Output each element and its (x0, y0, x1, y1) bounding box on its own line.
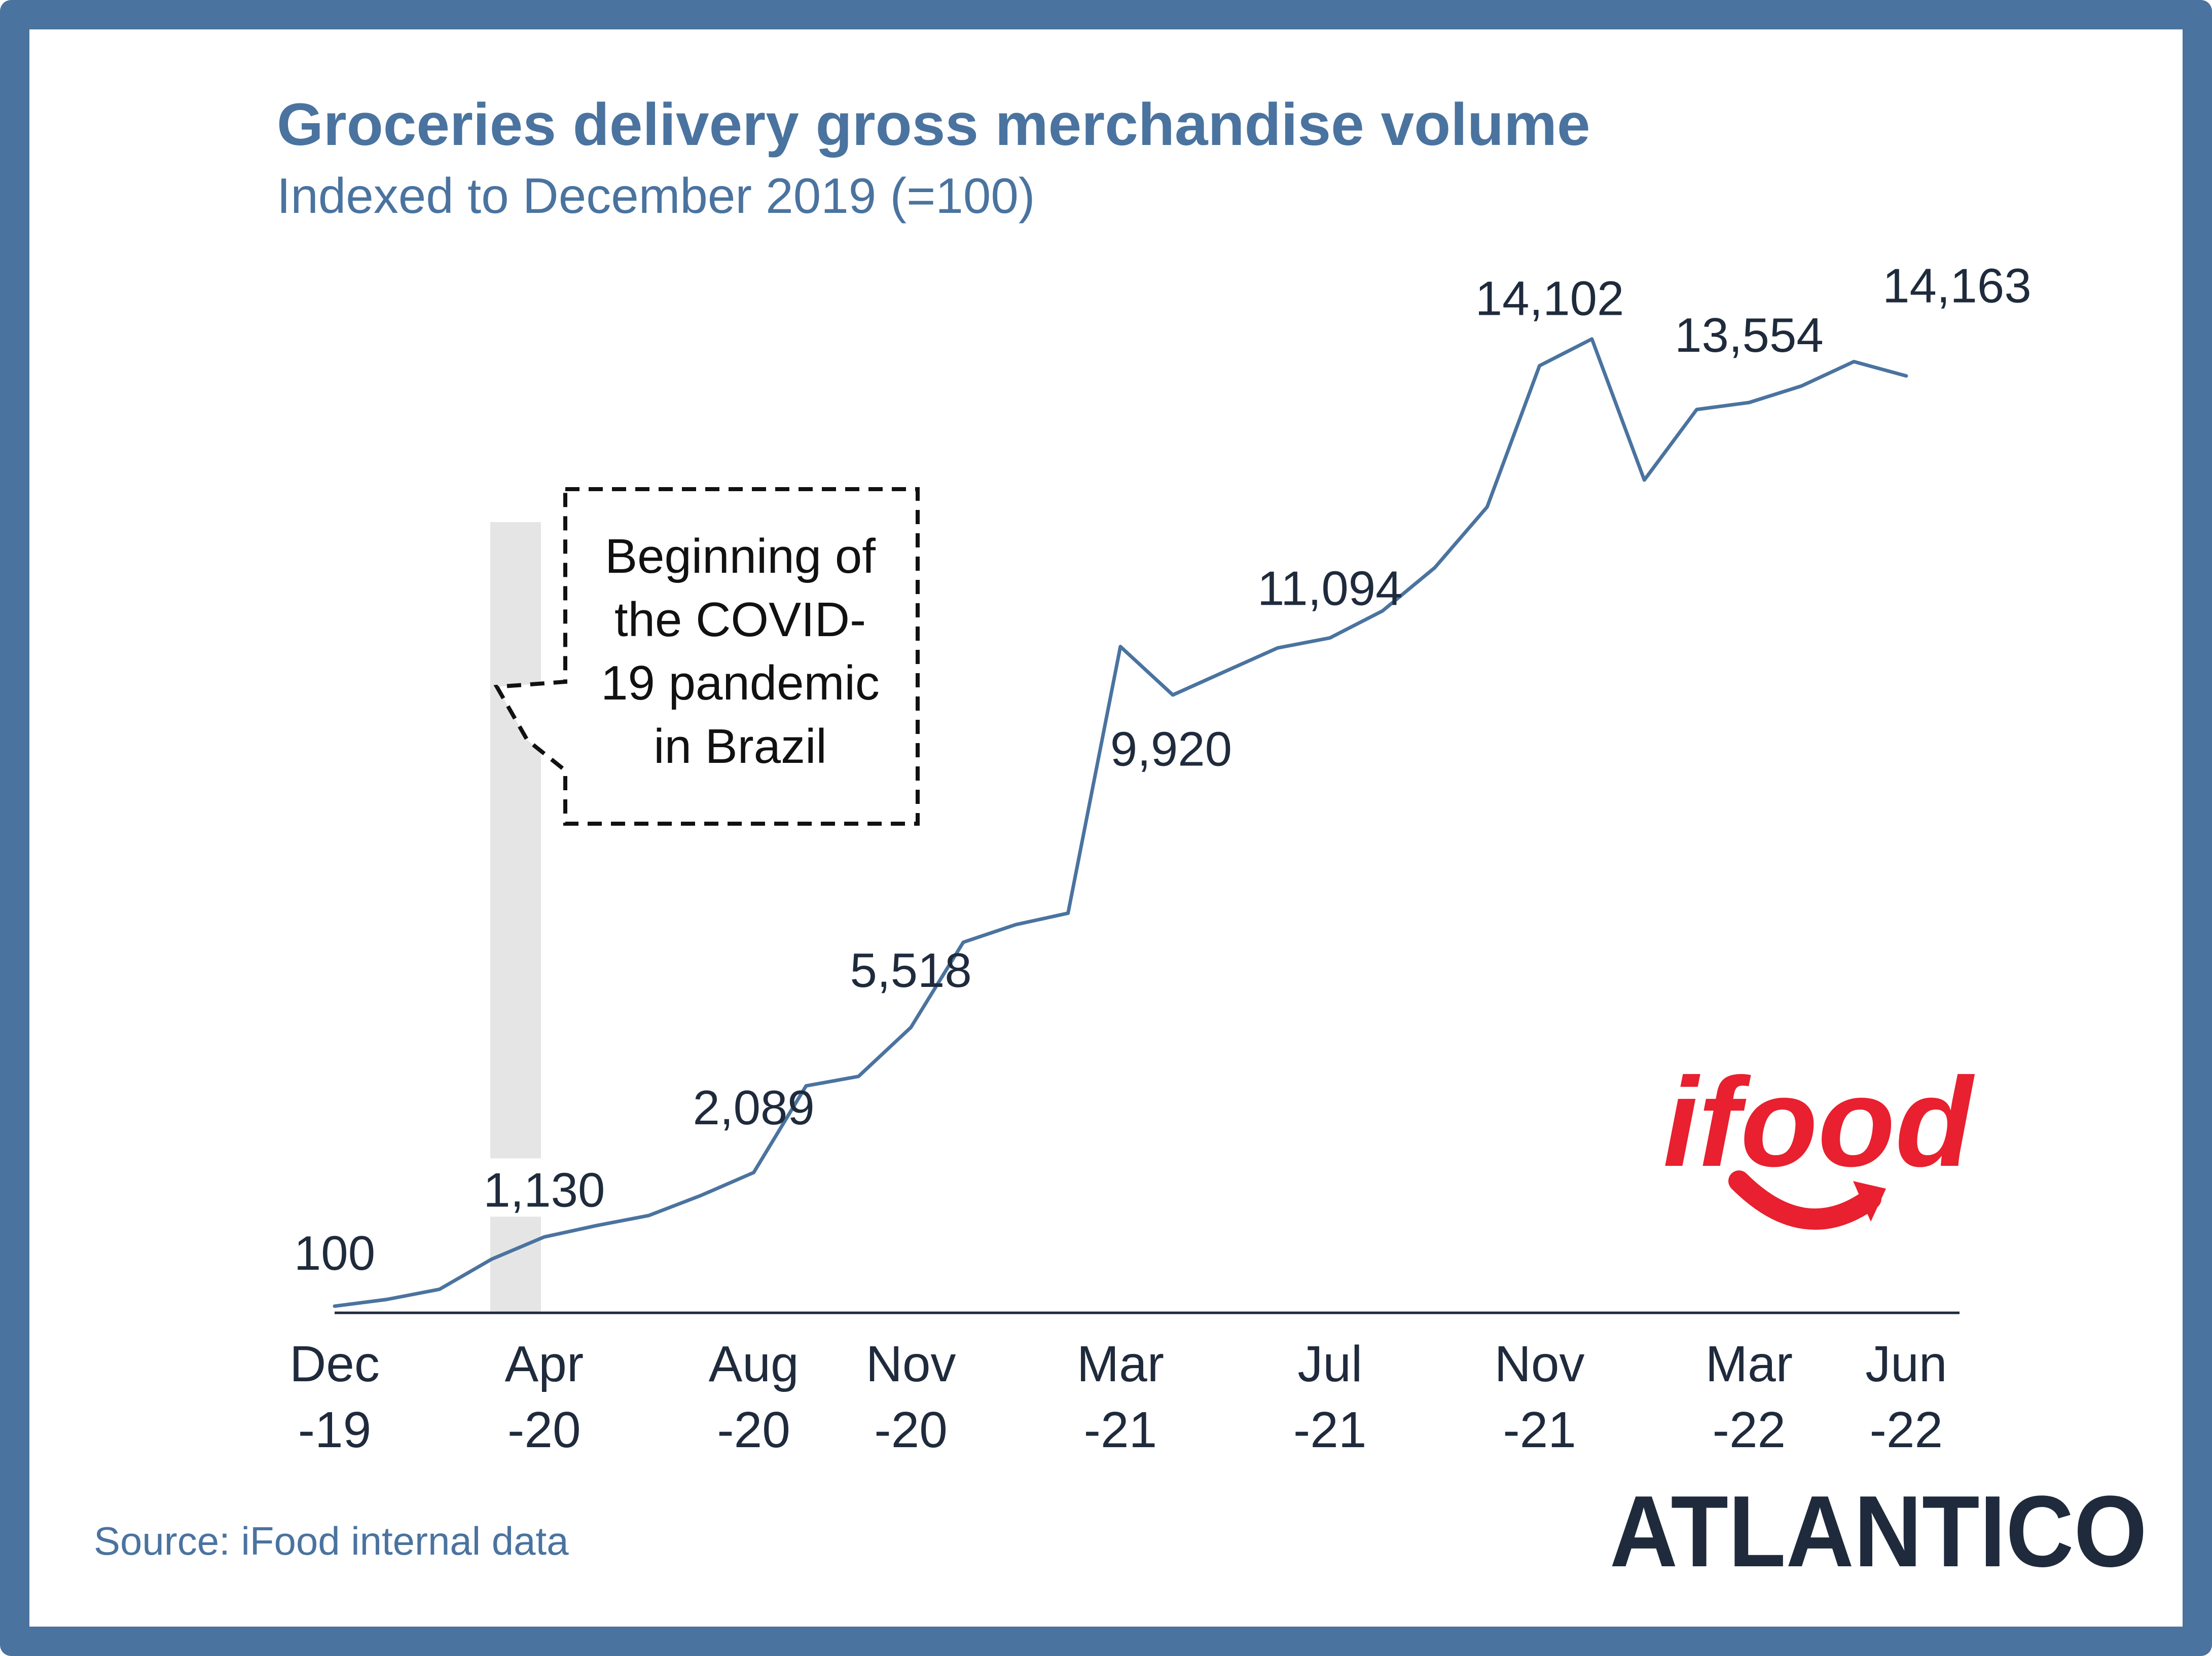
x-tick-label: -20 (717, 1402, 790, 1458)
data-label: 100 (294, 1226, 375, 1280)
data-point (1432, 565, 1438, 571)
data-point (1798, 383, 1804, 389)
x-tick-label: Apr (505, 1336, 584, 1392)
data-label: 14,102 (1475, 271, 1624, 325)
x-tick-label: -20 (507, 1402, 581, 1458)
atlantico-logo: ATLANTICO (1610, 1475, 2147, 1588)
data-point (1537, 362, 1543, 369)
data-point (594, 1223, 600, 1229)
data-point (1589, 336, 1595, 342)
x-tick-label: -19 (298, 1402, 372, 1458)
gmv-series-line (333, 337, 1908, 1308)
x-tick-label: -22 (1713, 1402, 1786, 1458)
data-point (384, 1297, 390, 1303)
data-point (1903, 373, 1909, 379)
x-tick-label: Dec (289, 1336, 380, 1392)
data-label: 13,554 (1675, 308, 1824, 362)
x-tick-label: Mar (1077, 1336, 1164, 1392)
data-point (1222, 669, 1228, 675)
chart-subtitle: Indexed to December 2019 (=100) (277, 168, 1035, 224)
data-point (751, 1169, 757, 1175)
data-point (1170, 692, 1176, 698)
x-tick-label: -21 (1293, 1402, 1367, 1458)
data-point (1746, 399, 1752, 406)
x-tick-label: Aug (709, 1336, 799, 1392)
x-tick-label: Jun (1865, 1336, 1947, 1392)
annotation-callout-box (493, 487, 920, 826)
data-label: 5,518 (850, 943, 972, 998)
data-point (908, 1024, 914, 1031)
data-point (1484, 504, 1490, 510)
x-tick-label: Nov (866, 1336, 956, 1392)
data-point (1117, 644, 1123, 650)
annotation-text-line: the COVID- (614, 593, 866, 647)
annotation-text-line: in Brazil (654, 719, 826, 774)
ifood-arrowhead-icon (1853, 1181, 1886, 1222)
ifood-logo: ifood (1663, 1051, 1975, 1230)
data-point (541, 1234, 547, 1240)
source-note: Source: iFood internal data (94, 1519, 569, 1563)
data-label: 2,089 (693, 1081, 815, 1135)
data-point (646, 1212, 652, 1219)
data-point (1851, 358, 1857, 364)
data-point (1641, 477, 1647, 483)
data-point (1694, 407, 1700, 413)
data-label: 11,094 (1257, 561, 1403, 615)
x-tick-label: -21 (1503, 1402, 1576, 1458)
data-point (855, 1074, 861, 1080)
ifood-logo-text: ifood (1663, 1051, 1975, 1193)
data-point (698, 1192, 704, 1198)
data-point (437, 1286, 443, 1293)
data-point (1012, 922, 1019, 928)
x-tick-label: -21 (1084, 1402, 1157, 1458)
data-label: 1,130 (483, 1163, 605, 1217)
data-label: 9,920 (1110, 722, 1232, 777)
x-tick-label: -20 (874, 1402, 948, 1458)
annotation-text-line: Beginning of (605, 529, 876, 583)
data-label-bg (470, 1158, 618, 1217)
data-point (489, 1256, 495, 1262)
data-label: 14,163 (1882, 259, 2032, 313)
data-point (1275, 645, 1281, 651)
data-point (1327, 635, 1333, 641)
x-tick-label: Mar (1706, 1336, 1793, 1392)
ifood-smile-arrow-icon (1728, 1170, 1881, 1230)
x-tick-label: -22 (1870, 1402, 1943, 1458)
data-point (332, 1303, 338, 1309)
annotation-text-line: 19 pandemic (601, 656, 880, 710)
data-point (1065, 910, 1071, 916)
chart-title: Groceries delivery gross merchandise vol… (277, 91, 1590, 158)
x-tick-label: Jul (1297, 1336, 1362, 1392)
x-tick-label: Nov (1495, 1336, 1585, 1392)
